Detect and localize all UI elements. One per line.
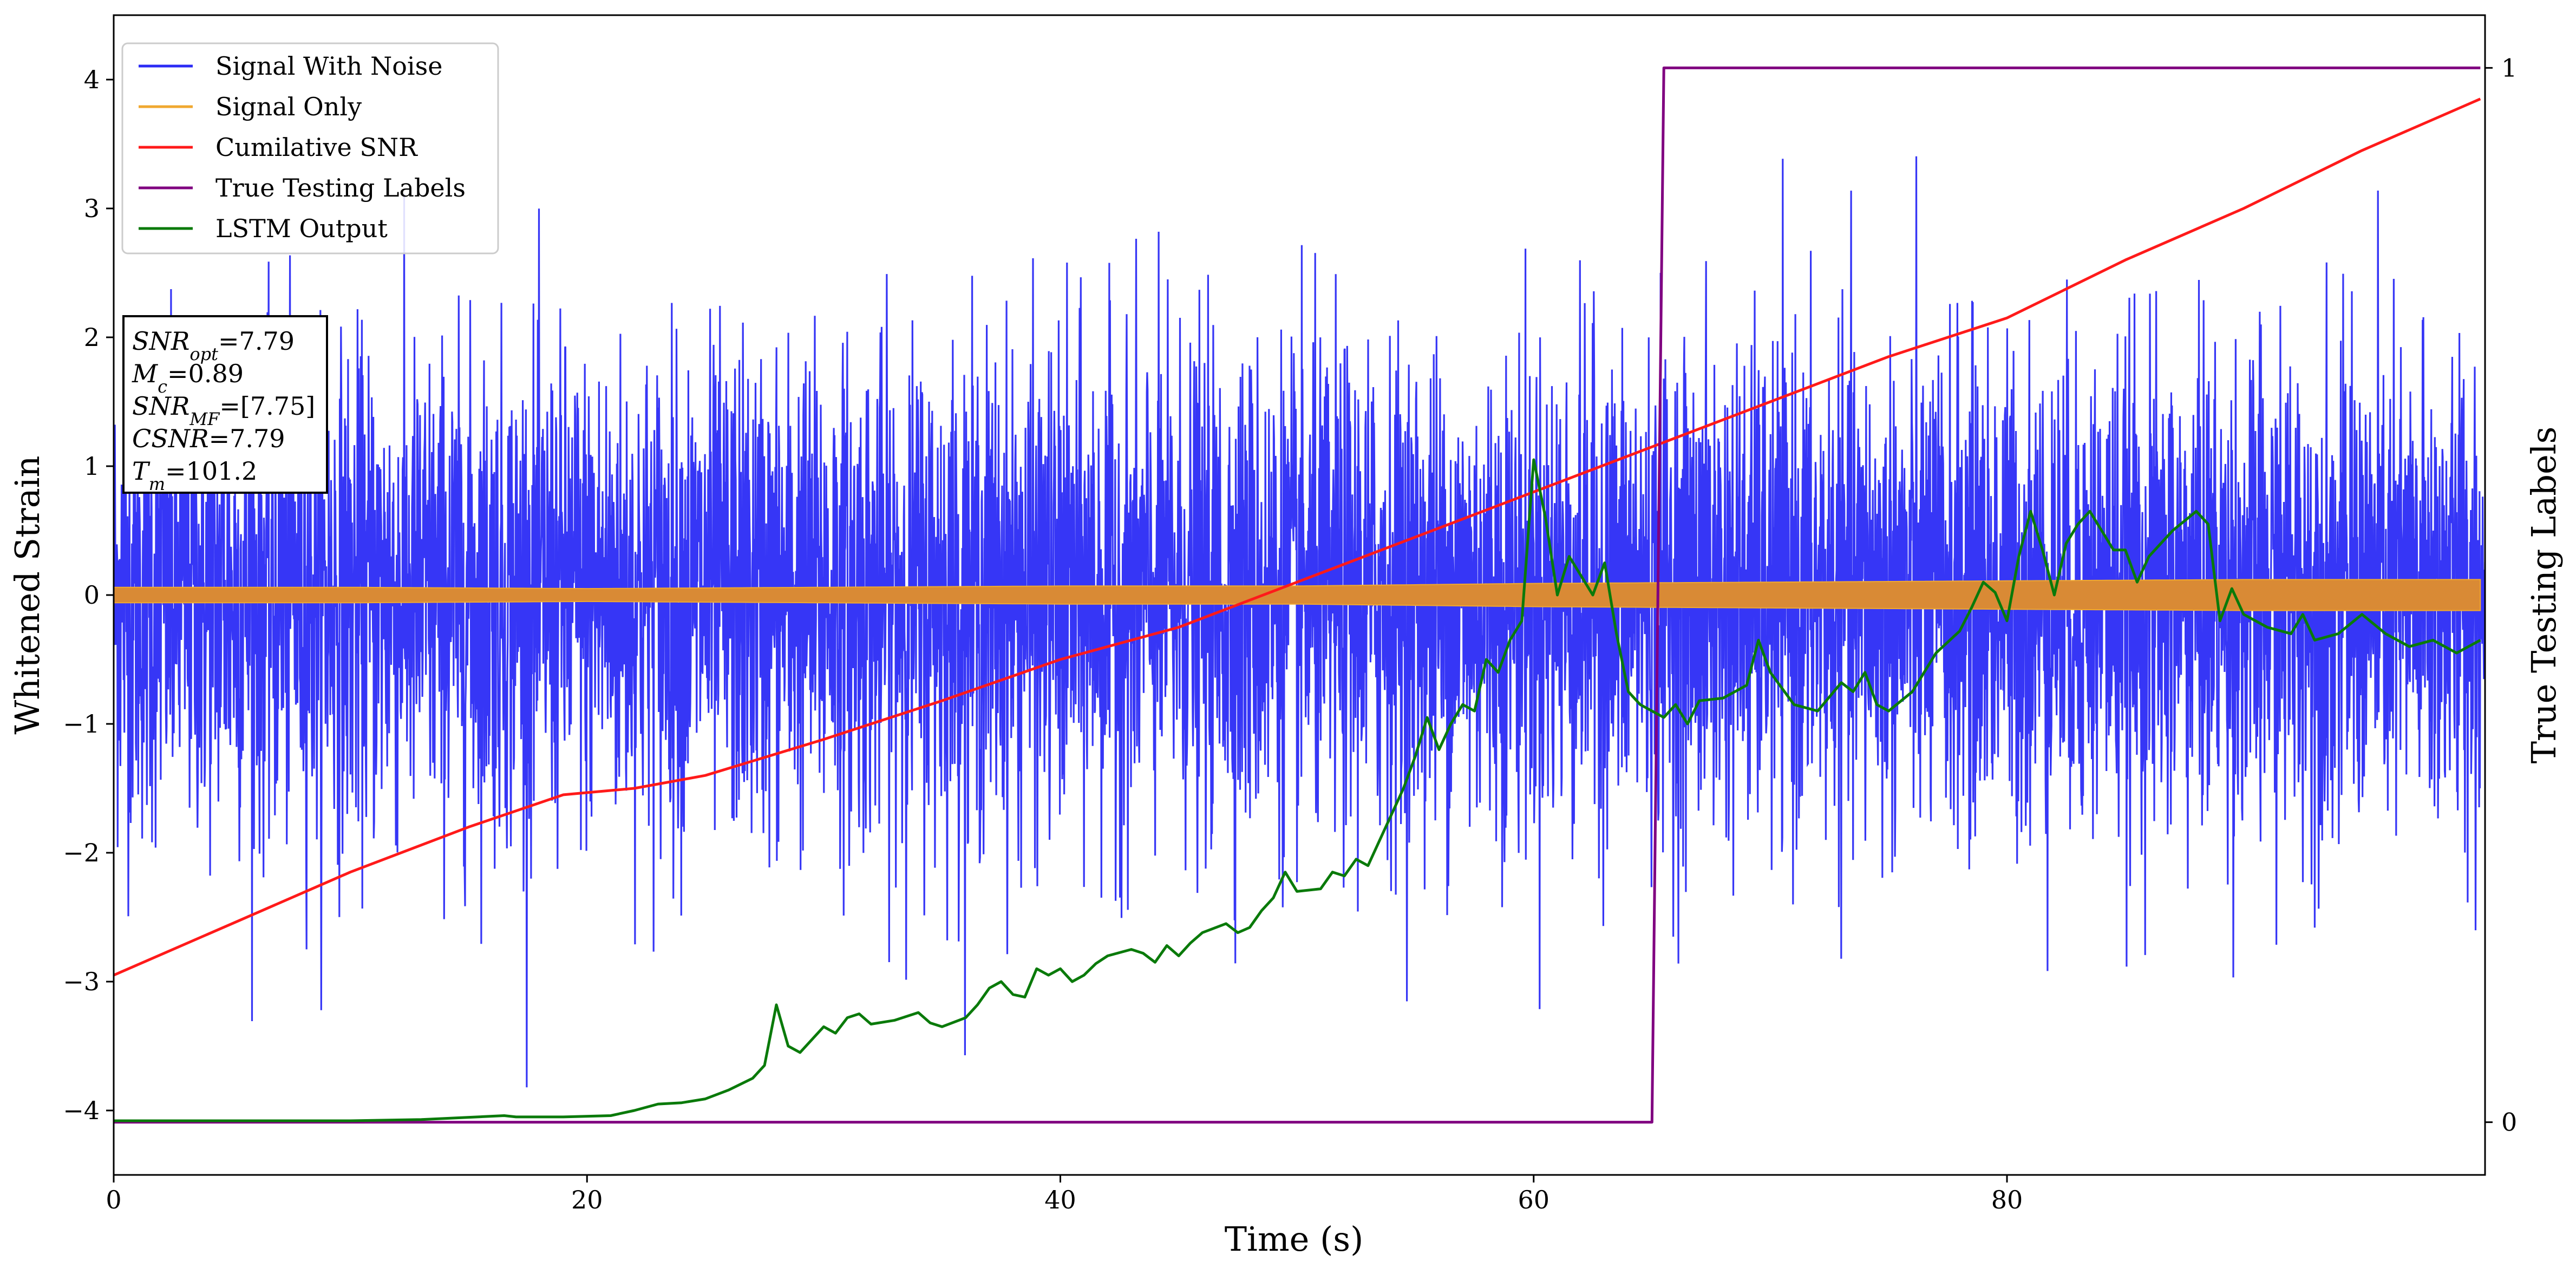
stat-csnr: CSNR=7.79 [132,424,285,453]
legend: Signal With Noise Signal Only Cumilative… [121,42,499,254]
y-axis-left: −4 −3 −2 −1 0 1 2 3 4 [63,65,114,1125]
y-tick-label: −1 [63,709,100,739]
y-right-tick-label: 0 [2501,1108,2517,1137]
y-axis-title: Whitened Strain [8,456,47,735]
legend-label-cumulative-snr: Cumilative SNR [215,133,418,162]
y-axis-right: 01 [2485,53,2517,1137]
x-tick-label: 60 [1518,1185,1549,1214]
y-tick-label: 0 [84,580,100,610]
y-tick-label: −2 [63,838,100,867]
plot-data-area [114,66,2485,1124]
stat-snr-opt: SNRopt=7.79 [132,326,295,364]
y-tick-label: 4 [84,65,100,94]
series-signal-with-noise [114,156,2485,1088]
y-tick-label: 3 [84,194,100,223]
stat-snr-mf: SNRMF=[7.75] [132,391,315,429]
x-tick-label: 40 [1044,1185,1076,1214]
legend-label-true-labels: True Testing Labels [215,173,466,202]
stat-mc: Mc=0.89 [132,359,244,397]
x-tick-label: 0 [106,1185,121,1214]
legend-label-signal-only: Signal Only [215,92,362,121]
y-axis-right-title: True Testing Labels [2524,427,2564,764]
x-tick-label: 80 [1991,1185,2023,1214]
legend-label-signal-with-noise: Signal With Noise [215,51,442,81]
y-tick-label: 1 [84,452,100,481]
stat-tm: Tm=101.2 [132,456,257,494]
series-signal-only [114,579,2481,611]
stats-box: SNRopt=7.79 Mc=0.89 SNRMF=[7.75] CSNR=7.… [122,315,328,494]
x-axis: 0 20 40 60 80 [106,1175,2023,1214]
series-true-testing-labels [114,66,2481,1124]
series-cumulative-snr [114,97,2481,977]
y-right-tick-label: 1 [2501,53,2517,82]
y-tick-label: −3 [63,967,100,996]
y-tick-label: 2 [84,323,100,352]
x-tick-label: 20 [571,1185,603,1214]
y-tick-label: −4 [63,1096,100,1125]
series-lstm-output [114,458,2481,1122]
legend-label-lstm-output: LSTM Output [215,214,388,243]
x-axis-title: Time (s) [1225,1219,1364,1259]
